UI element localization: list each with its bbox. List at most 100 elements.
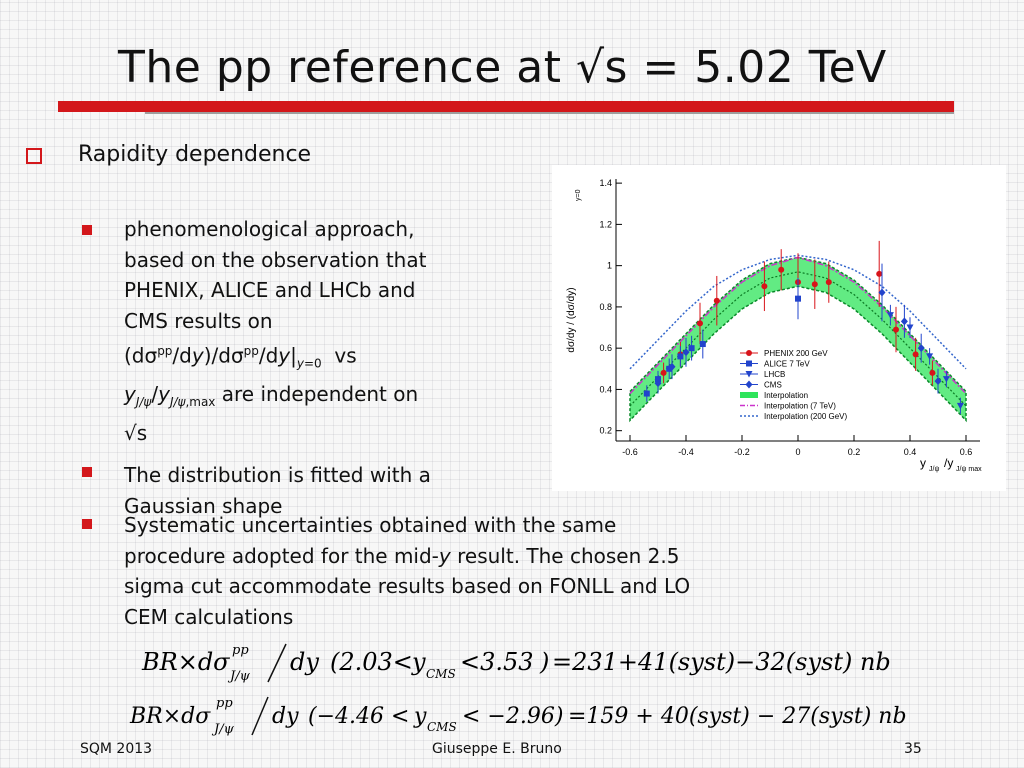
eq-fraction-slash: [267, 643, 287, 683]
text-line: √s: [124, 420, 148, 445]
text-line: based on the observation that: [124, 247, 427, 272]
eq-term: =231+41(syst)−32(syst) nb: [552, 648, 891, 676]
text-line: Systematic uncertainties obtained with t…: [124, 513, 617, 537]
data-point: [677, 353, 684, 360]
legend-label: Interpolation (200 GeV): [764, 412, 847, 421]
data-point: [668, 362, 676, 371]
legend-label: ALICE 7 TeV: [764, 360, 810, 369]
equation-alice: BR×dσ pp J/ψ dy (−4.46 < y CMS < −2.96) …: [128, 693, 908, 745]
text-fragment: /d: [258, 343, 279, 368]
eq-fraction-slash: [251, 696, 269, 736]
data-point: [900, 317, 908, 326]
data-point: [926, 353, 934, 360]
x-axis-label: y: [920, 456, 926, 470]
y-tick-label: 1.2: [599, 219, 612, 229]
text-fragment: ,max: [185, 395, 216, 410]
bullet-rapidity-dependence: Rapidity dependence: [78, 142, 312, 167]
x-tick-label: -0.6: [622, 447, 638, 457]
data-point: [688, 345, 695, 352]
x-axis-label-sub: J/ψ: [929, 466, 939, 473]
eq-term: dy: [290, 648, 319, 676]
subscript: y=0: [297, 357, 322, 371]
data-point: [929, 369, 936, 376]
data-point: [666, 365, 673, 372]
equation-cms: BR×dσ pp J/ψ dy (2.03< y CMS <3.53 ) =23…: [140, 640, 900, 692]
data-point: [699, 341, 706, 348]
eq-term: < −2.96): [462, 704, 563, 729]
legend-label: PHENIX 200 GeV: [764, 349, 828, 358]
y-tick-label: 0.4: [599, 384, 612, 394]
title-underline: [58, 101, 954, 112]
data-point: [654, 379, 662, 388]
eq-subscript: CMS: [426, 667, 456, 681]
data-point: [917, 344, 925, 353]
y-tick-label: 0.8: [599, 302, 612, 312]
rapidity-plot: -0.6 -0.4 -0.2 0 0.2 0.4 0.6 0.2 0.4 0.6 0.8 1 1.2 1.…: [552, 165, 1006, 491]
data-point: [942, 376, 950, 383]
text-line: PHENIX, ALICE and LHCb and: [124, 278, 416, 302]
data-point: [825, 279, 832, 286]
data-point: [811, 281, 818, 288]
x-tick-label: 0.2: [848, 447, 861, 457]
italic-fragment: y: [278, 343, 291, 368]
x-axis-label: /y: [944, 456, 953, 470]
footer-conference: SQM 2013: [80, 741, 153, 757]
y-axis-label-sub: y=0: [575, 189, 582, 201]
x-tick-label: -0.4: [678, 447, 694, 457]
x-axis-label-sub: J/ψ max: [956, 466, 982, 473]
eq-superscript: pp: [216, 696, 233, 711]
y-tick-label: 1: [607, 261, 612, 271]
eq-term: BR×dσ: [141, 648, 230, 676]
interpolation-band: [629, 256, 967, 423]
y-tick-label: 1.4: [599, 178, 612, 188]
legend-marker: [745, 371, 753, 378]
equation-cms-graphic: BR×dσ pp J/ψ dy (2.03< y CMS <3.53 ) =23…: [141, 643, 891, 684]
data-point: [876, 270, 883, 277]
subscript: J/ψ,max: [170, 395, 215, 409]
eq-term: <3.53: [460, 648, 534, 676]
x-tick-label: -0.2: [734, 447, 750, 457]
eq-term: y: [411, 648, 426, 676]
data-point: [778, 266, 785, 273]
data-point: [795, 295, 801, 302]
data-point: [697, 320, 703, 327]
text-line: The distribution is fitted with a: [124, 463, 431, 487]
italic-fragment: y: [191, 343, 204, 368]
eq-subscript: CMS: [427, 720, 457, 734]
footer-page-number: 35: [904, 741, 922, 757]
text-fragment: |: [290, 343, 297, 368]
text-fragment: are independent on: [215, 382, 419, 407]
hollow-square-bullet-icon: [26, 148, 42, 164]
text-line: procedure adopted for the mid-y result. …: [124, 541, 690, 572]
y-tick-label: 0.6: [599, 343, 612, 353]
text-line: CEM calculations: [124, 604, 294, 629]
sub-bullet-gaussian: The distribution is fitted with a Gaussi…: [124, 460, 431, 521]
legend-label: Interpolation (7 TeV): [764, 402, 836, 411]
x-tick-label: 0: [795, 447, 800, 457]
text-fragment: vs: [321, 343, 357, 368]
legend-label: Interpolation: [764, 391, 808, 400]
data-point: [660, 369, 667, 376]
x-tick-label: 0.4: [904, 447, 917, 457]
text-line: yJ/ψ/yJ/ψ,max are independent on: [124, 379, 426, 418]
legend-swatch: [740, 392, 758, 398]
eq-term: dy: [272, 704, 299, 729]
square-bullet-icon: [82, 467, 92, 477]
sub-bullet-systematics: Systematic uncertainties obtained with t…: [124, 510, 690, 632]
x-tick-label: 0.6: [960, 447, 973, 457]
superscript: pp: [157, 344, 173, 358]
data-point: [912, 351, 919, 358]
eq-term: y: [413, 704, 427, 729]
text-fragment: procedure adopted for the mid-: [124, 543, 439, 568]
text-line: phenomenological approach,: [124, 217, 415, 241]
legend-marker: [745, 380, 753, 389]
data-point: [934, 377, 942, 386]
equation-alice-graphic: BR×dσ pp J/ψ dy (−4.46 < y CMS < −2.96) …: [129, 696, 907, 737]
eq-term: =159 + 40(syst) − 27(syst) nb: [568, 704, 907, 729]
slide-title: The pp reference at √s = 5.02 TeV: [118, 42, 887, 93]
rapidity-plot-svg: -0.6 -0.4 -0.2 0 0.2 0.4 0.6 0.2 0.4 0.6 0.8 1 1.2 1.…: [566, 178, 982, 473]
data-point: [893, 326, 899, 333]
text-fragment: result. The chosen 2.5: [450, 543, 680, 568]
square-bullet-icon: [82, 225, 92, 235]
data-point: [713, 297, 720, 304]
